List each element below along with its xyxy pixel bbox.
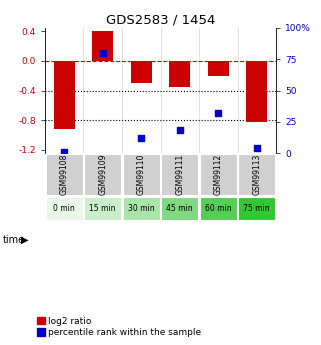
Legend: log2 ratio, percentile rank within the sample: log2 ratio, percentile rank within the s… xyxy=(37,317,202,337)
Bar xyxy=(131,61,152,83)
Bar xyxy=(46,154,83,195)
Point xyxy=(139,136,144,141)
Point xyxy=(62,149,67,154)
Bar xyxy=(123,197,160,220)
Title: GDS2583 / 1454: GDS2583 / 1454 xyxy=(106,13,215,27)
Bar xyxy=(92,31,113,61)
Text: 30 min: 30 min xyxy=(128,204,154,213)
Bar xyxy=(238,197,275,220)
Text: 0 min: 0 min xyxy=(53,204,75,213)
Bar xyxy=(54,61,75,129)
Text: 60 min: 60 min xyxy=(205,204,231,213)
Bar xyxy=(84,197,121,220)
Text: 75 min: 75 min xyxy=(244,204,270,213)
Text: GSM99112: GSM99112 xyxy=(214,154,223,195)
Point xyxy=(100,50,105,56)
Text: GSM99110: GSM99110 xyxy=(137,154,146,195)
Text: GSM99108: GSM99108 xyxy=(60,154,69,195)
Text: GSM99109: GSM99109 xyxy=(98,154,107,196)
Text: 45 min: 45 min xyxy=(167,204,193,213)
Bar xyxy=(84,154,121,195)
Text: time: time xyxy=(3,235,25,245)
Text: 15 min: 15 min xyxy=(90,204,116,213)
Bar xyxy=(200,197,237,220)
Bar xyxy=(238,154,275,195)
Bar xyxy=(169,61,190,87)
Bar xyxy=(161,197,198,220)
Text: GSM99113: GSM99113 xyxy=(252,154,261,195)
Point xyxy=(177,127,182,132)
Bar xyxy=(200,154,237,195)
Bar xyxy=(46,197,83,220)
Bar xyxy=(161,154,198,195)
Text: GSM99111: GSM99111 xyxy=(175,154,184,195)
Bar xyxy=(246,61,267,121)
Bar xyxy=(208,61,229,76)
Point xyxy=(216,110,221,116)
Bar xyxy=(123,154,160,195)
Point xyxy=(254,146,259,151)
Text: ▶: ▶ xyxy=(21,235,28,245)
